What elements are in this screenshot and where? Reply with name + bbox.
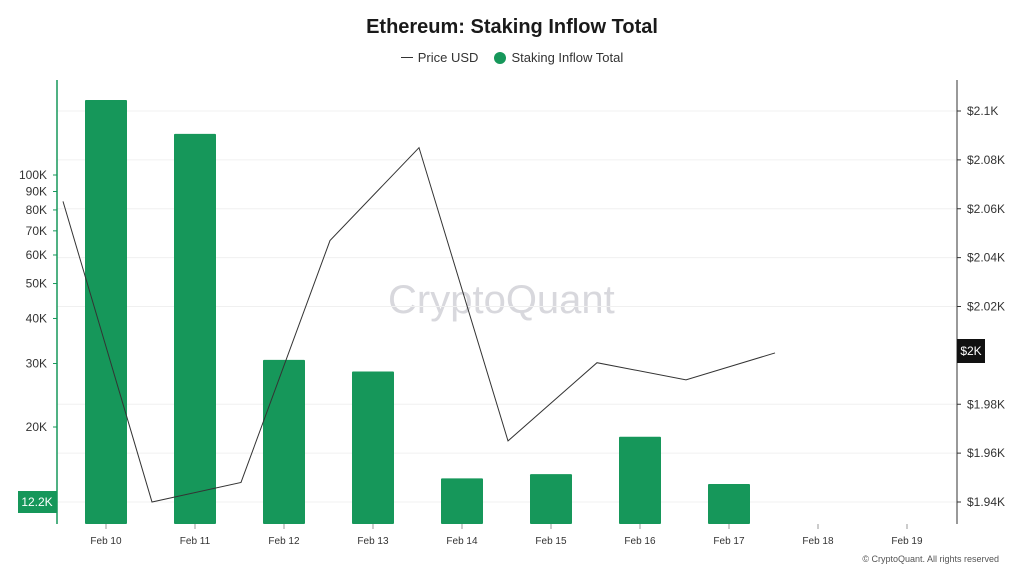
right-tick-label: $2.04K: [967, 251, 1005, 265]
bar-staking-inflow: [708, 483, 750, 524]
left-tick-label: 20K: [26, 420, 47, 434]
watermark: CryptoQuant: [388, 278, 615, 322]
legend-label-price: Price USD: [417, 50, 479, 65]
copyright-text: © CryptoQuant. All rights reserved: [862, 554, 999, 564]
x-tick-label: Feb 10: [90, 536, 122, 547]
x-tick-label: Feb 16: [624, 536, 656, 547]
x-tick-label: Feb 13: [357, 536, 389, 547]
right-tick-label: $2.1K: [967, 104, 998, 118]
right-current-value-label: $2K: [960, 344, 981, 358]
left-tick-label: 80K: [26, 203, 47, 217]
left-tick-label: 90K: [26, 184, 47, 198]
bar-staking-inflow: [619, 436, 661, 524]
bar-staking-inflow: [441, 478, 483, 524]
left-tick-label: 70K: [26, 224, 47, 238]
right-current-value-badge: [957, 339, 985, 363]
bar-staking-inflow: [263, 359, 305, 524]
legend-item-staking-inflow[interactable]: Staking Inflow Total: [494, 50, 623, 65]
x-tick-label: Feb 18: [802, 536, 834, 547]
chart-title: Ethereum: Staking Inflow Total: [366, 16, 658, 38]
chart-legend: Price USD Staking Inflow Total: [0, 50, 1024, 65]
left-tick-label: 50K: [26, 277, 47, 291]
bar-staking-inflow: [352, 371, 394, 524]
left-tick-label: 30K: [26, 357, 47, 371]
left-tick-label: 40K: [26, 311, 47, 325]
legend-line-marker: [400, 57, 413, 58]
right-tick-label: $1.94K: [967, 495, 1005, 509]
right-tick-label: $1.96K: [967, 446, 1005, 460]
x-tick-label: Feb 15: [535, 536, 567, 547]
x-tick-label: Feb 12: [268, 536, 300, 547]
x-tick-label: Feb 11: [180, 536, 211, 547]
bar-staking-inflow: [85, 100, 127, 524]
right-tick-label: $2.06K: [967, 202, 1005, 216]
price-line: [62, 146, 776, 503]
right-tick-label: $2.08K: [967, 153, 1005, 167]
legend-label-staking-inflow: Staking Inflow Total: [511, 50, 624, 65]
legend-dot-marker: [494, 51, 507, 64]
right-tick-label: $1.98K: [967, 397, 1005, 411]
right-tick-label: $2.02K: [967, 300, 1005, 314]
bar-staking-inflow: [174, 133, 216, 524]
left-current-value-label: 12.2K: [21, 495, 52, 509]
left-current-value-badge: [18, 491, 57, 513]
left-tick-label: 100K: [19, 168, 47, 182]
bar-staking-inflow: [530, 474, 572, 524]
left-tick-label: 60K: [26, 248, 47, 262]
x-tick-label: Feb 14: [446, 536, 478, 547]
x-tick-label: Feb 19: [891, 536, 923, 547]
x-tick-label: Feb 17: [713, 536, 745, 547]
legend-item-price[interactable]: Price USD: [400, 50, 479, 65]
